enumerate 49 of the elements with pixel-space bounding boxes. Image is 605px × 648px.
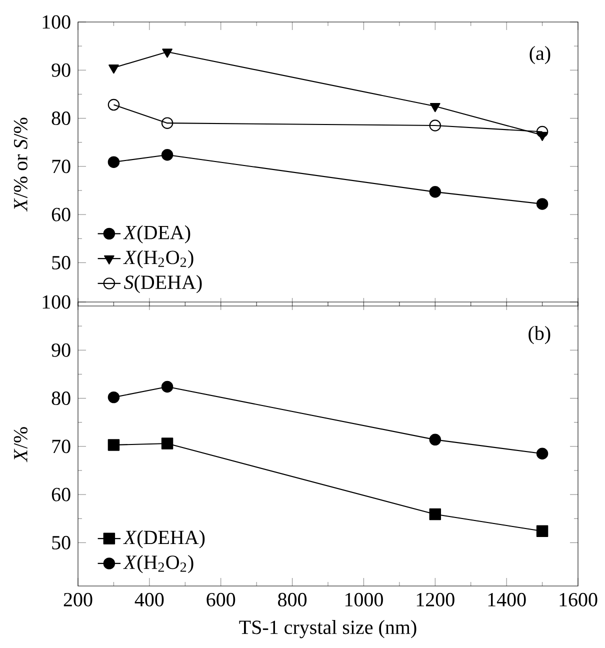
y-tick-label: 70: [52, 160, 70, 174]
point: [108, 391, 120, 404]
x-tick-label: 1600: [560, 592, 598, 606]
y-tick-label: 80: [52, 112, 70, 126]
x-tick-label: 1400: [488, 592, 526, 606]
x-tick-label: 1000: [346, 592, 384, 606]
point: [429, 434, 442, 446]
point: [536, 126, 548, 138]
x-tick-label: 600: [206, 592, 236, 606]
point: [162, 148, 174, 161]
y-tick-label: 100: [42, 15, 70, 29]
point: [430, 103, 440, 112]
y-axis-title: X/% or S/%: [14, 118, 28, 212]
y-tick-label: 70: [52, 440, 70, 454]
y-tick-label: 90: [52, 63, 70, 77]
point: [108, 156, 120, 168]
point: [429, 186, 442, 198]
point: [162, 380, 174, 393]
point: [536, 198, 548, 210]
legend-label: X(H$_{2}$O$_{2}$): [123, 555, 194, 574]
x-tick-label: 1200: [417, 592, 455, 606]
y-tick-label: 50: [52, 536, 70, 550]
point: [108, 439, 120, 451]
x-tick-label: 800: [278, 592, 307, 606]
point: [429, 120, 442, 132]
x-axis-title: TS-1 crystal size (nm): [239, 620, 416, 638]
x-tick-label: 200: [64, 592, 92, 606]
legend-label: X(H$_{2}$O$_{2}$): [123, 250, 194, 268]
y-tick-label: 80: [52, 392, 70, 406]
y-tick-label: 60: [52, 208, 70, 222]
y-axis-title: X/%: [14, 427, 28, 462]
y-tick-label: 50: [52, 256, 70, 270]
point: [162, 438, 174, 450]
annotation: (a): [530, 46, 550, 64]
annotation: (b): [528, 326, 550, 344]
point: [536, 525, 548, 537]
x-tick-label: 400: [135, 592, 164, 606]
y-tick-label: 60: [52, 488, 70, 502]
point: [108, 64, 120, 74]
point: [108, 98, 120, 111]
y-tick-label: 90: [52, 343, 70, 357]
point: [162, 117, 174, 129]
point: [536, 448, 548, 460]
legend-label: X(DEA): [123, 225, 190, 244]
point: [162, 48, 173, 58]
legend-label: S(DEHA): [124, 275, 202, 294]
legend-label: X(DEHA): [123, 530, 205, 548]
point: [429, 508, 442, 520]
y-tick-label: 100: [42, 295, 70, 309]
